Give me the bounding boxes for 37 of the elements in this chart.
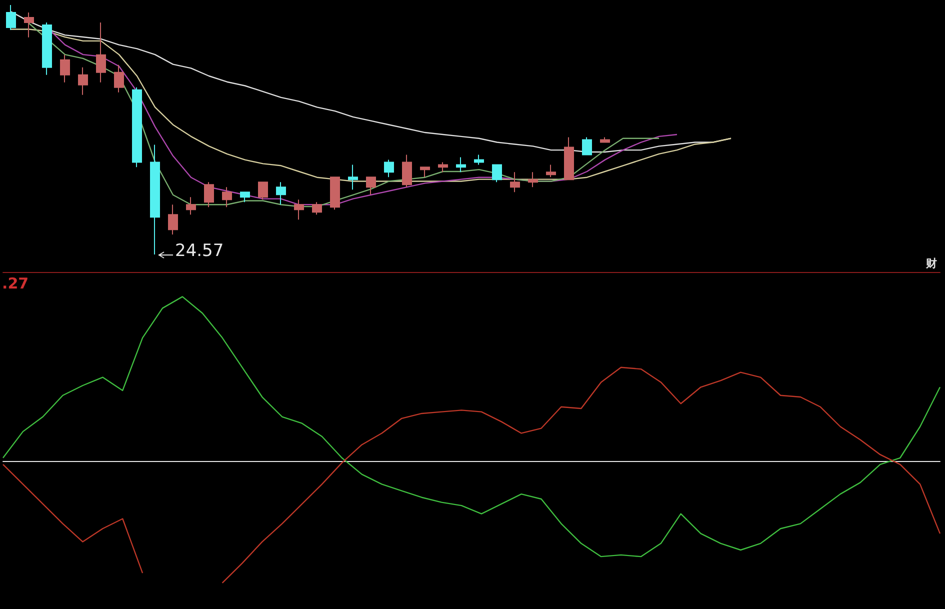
candlestick [168,204,178,236]
candlestick [474,154,484,166]
candlestick [402,154,412,188]
candlestick [456,156,466,173]
text: .27 [2,274,29,292]
candlestick [204,182,214,208]
candlestick [492,164,502,183]
candlestick [420,166,430,178]
candlestick [528,172,538,188]
candlestick [546,164,556,178]
candlestick [330,176,340,210]
candlestick [240,192,250,203]
candlestick [294,199,304,220]
candlestick [78,66,88,96]
candlestick [258,182,268,200]
candlestick [60,54,70,83]
candlestick [510,172,520,193]
candlestick [150,144,160,256]
candlestick [24,12,34,38]
text: 财 [925,257,937,270]
candlestick [582,136,592,156]
candlestick [6,4,16,30]
candlestick [114,64,124,93]
candlestick [42,22,52,76]
candlestick [96,22,106,83]
candlestick [132,86,142,168]
candlestick [564,136,574,180]
candlestick [384,159,394,178]
candlestick [276,182,286,206]
candlestick [600,136,610,143]
annotation: 24.57 [175,241,224,262]
candlestick [366,176,376,196]
candlestick [348,164,358,190]
candlestick [438,162,448,173]
candlestick [222,186,232,208]
candlestick [186,196,196,216]
candlestick [312,202,322,216]
